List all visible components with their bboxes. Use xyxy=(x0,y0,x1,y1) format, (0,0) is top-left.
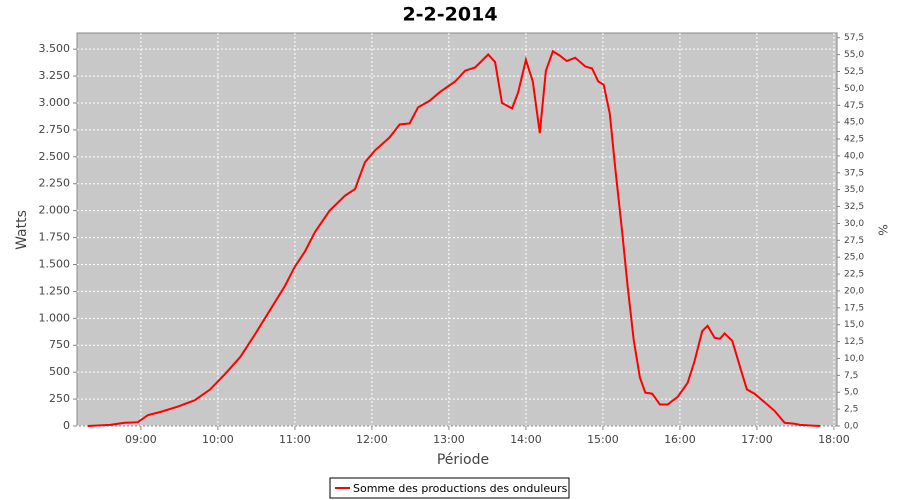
y-tick-label: 2.000 xyxy=(39,204,71,217)
y2-tick-label: 57,5 xyxy=(844,33,864,43)
x-tick-label: 10:00 xyxy=(202,433,234,446)
x-tick-label: 09:00 xyxy=(125,433,157,446)
legend-label: Somme des productions des onduleurs xyxy=(353,482,568,495)
y-tick-label: 3.000 xyxy=(39,96,71,109)
plot-area xyxy=(76,32,838,427)
y-tick-label: 750 xyxy=(49,338,70,351)
y2-tick-label: 37,5 xyxy=(844,168,864,178)
legend: Somme des productions des onduleurs xyxy=(329,477,570,499)
legend-box xyxy=(329,477,570,499)
chart-title: 2-2-2014 xyxy=(402,4,497,26)
y-tick-label: 1.750 xyxy=(39,231,71,244)
y-tick-label: 250 xyxy=(49,392,70,405)
y2-tick-label: 27,5 xyxy=(844,236,864,246)
y-tick-label: 500 xyxy=(49,365,70,378)
y2-tick-label: 42,5 xyxy=(844,135,864,145)
y-axis-label: Watts xyxy=(14,210,30,250)
y2-tick-label: 40,0 xyxy=(844,151,864,161)
y-tick-label: 2.500 xyxy=(39,150,71,163)
y-tick-label: 2.750 xyxy=(39,123,71,136)
y2-tick-label: 32,5 xyxy=(844,202,864,212)
x-tick-label: 18:00 xyxy=(818,433,850,446)
y-tick-label: 1.500 xyxy=(39,257,71,270)
x-tick-label: 11:00 xyxy=(279,433,311,446)
y2-tick-label: 47,5 xyxy=(844,101,864,111)
x-axis-label: Période xyxy=(437,452,489,468)
y2-tick-label: 15,0 xyxy=(844,320,864,330)
y-tick-label: 1.000 xyxy=(39,311,71,324)
x-tick-label: 12:00 xyxy=(356,433,388,446)
y-tick-label: 2.250 xyxy=(39,177,71,190)
y2-tick-label: 2,5 xyxy=(844,405,858,415)
x-tick-label: 14:00 xyxy=(510,433,542,446)
y2-tick-label: 25,0 xyxy=(844,253,864,263)
y2-tick-label: 0,0 xyxy=(844,422,859,432)
y-tick-label: 3.500 xyxy=(39,42,71,55)
y2-tick-label: 12,5 xyxy=(844,337,864,347)
y2-tick-label: 50,0 xyxy=(844,84,864,94)
series-line xyxy=(87,49,821,427)
y2-tick-label: 35,0 xyxy=(844,185,864,195)
x-tick-label: 13:00 xyxy=(433,433,465,446)
y2-axis-label: % xyxy=(876,224,890,235)
y2-tick-label: 45,0 xyxy=(844,118,864,128)
y2-tick-label: 17,5 xyxy=(844,303,864,313)
x-tick-label: 17:00 xyxy=(741,433,773,446)
y2-tick-label: 22,5 xyxy=(844,270,864,280)
x-tick-label: 16:00 xyxy=(664,433,696,446)
y2-tick-label: 7,5 xyxy=(844,371,858,381)
y-tick-label: 1.250 xyxy=(39,284,71,297)
y2-tick-label: 52,5 xyxy=(844,67,864,77)
y2-tick-label: 55,0 xyxy=(844,50,864,60)
y2-tick-label: 30,0 xyxy=(844,219,864,229)
y2-tick-label: 5,0 xyxy=(844,388,859,398)
x-tick-label: 15:00 xyxy=(587,433,619,446)
y-tick-label: 3.250 xyxy=(39,69,71,82)
y2-tick-label: 10,0 xyxy=(844,354,864,364)
y-tick-label: 0 xyxy=(63,419,70,432)
y2-tick-label: 20,0 xyxy=(844,286,864,296)
